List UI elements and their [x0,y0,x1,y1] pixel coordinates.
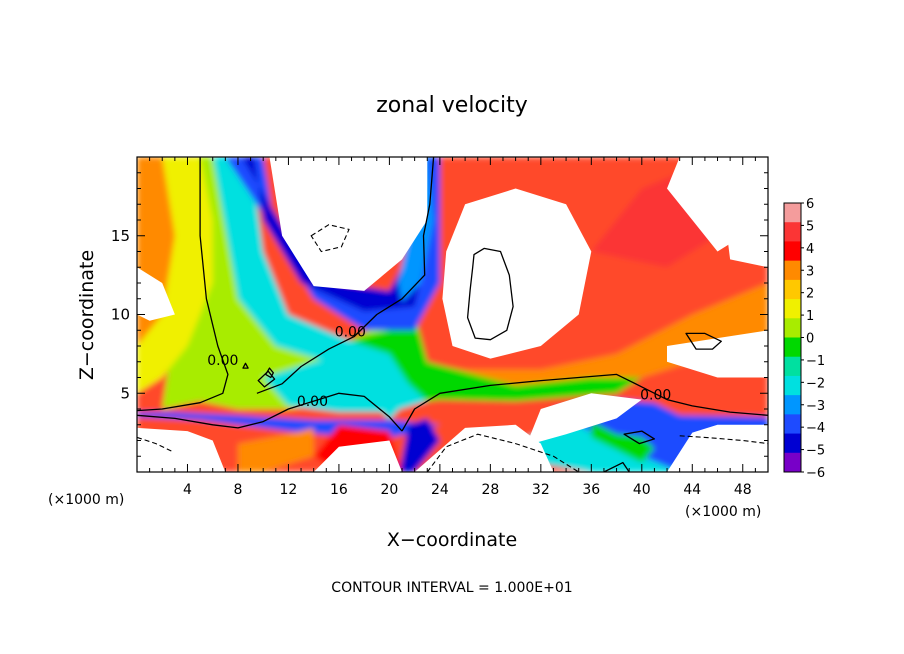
colorbar-swatch-5 [784,299,801,319]
contour-label-1: 0.00 [207,353,238,369]
x-tick-label-6: 28 [481,482,499,498]
colorbar-swatch-13 [784,452,801,473]
colorbar-label-12: −6 [806,466,825,481]
contour-line-12 [679,435,768,445]
out-of-range-region-6 [137,427,226,472]
chart-title: zonal velocity [376,93,528,118]
x-axis-ticks: 4 8 12 16 20 24 28 32 36 40 44 48 [149,157,756,498]
colorbar-swatch-2 [784,241,801,262]
colorbar-swatch-1 [784,222,801,242]
colorbar-label-6: 0 [806,332,814,347]
colorbar-label-1: 5 [806,219,814,234]
contour-line-3 [401,373,768,432]
y-tick-label-2: 15 [111,227,130,245]
out-of-range-region-1 [442,188,592,359]
contour-line-10 [310,224,350,253]
x-tick-label-11: 48 [734,482,752,498]
field-region-7 [212,157,415,420]
x-axis-unit-label: (×1000 m) [48,492,124,508]
contour-line-11 [426,433,579,472]
x-tick-label-3: 16 [330,482,348,498]
field-region-16 [238,427,314,472]
colorbar-label-4: 2 [806,287,814,302]
contour-labels: 0.00 0.00 0.00 0.00 [207,325,671,410]
colorbar-swatch-11 [784,414,801,435]
contour-interval-note: CONTOUR INTERVAL = 1.000E+01 [331,580,572,596]
contour-line-13 [137,436,173,452]
contour-line-5 [685,332,722,350]
colorbar: 6 5 4 3 2 1 0 −1 −2 −3 −4 −5 −6 [783,197,825,481]
contour-line-4 [466,247,514,341]
x-tick-label-9: 40 [633,482,651,498]
x-tick-label-7: 32 [532,482,550,498]
x-axis-label: X−coordinate [387,529,517,551]
colorbar-swatch-7 [784,337,801,358]
out-of-range-region-3 [717,157,768,268]
heatmap-field [137,157,768,472]
y-axis-ticks: 5 10 15 [111,172,768,457]
contour-line-6 [257,370,276,388]
colorbar-label-0: 6 [806,197,814,212]
x-tick-label-10: 44 [683,482,701,498]
colorbar-label-5: 1 [806,309,814,324]
colorbar-label-8: −2 [806,376,825,391]
x-tick-label-8: 36 [582,482,600,498]
colorbar-label-7: −1 [806,354,825,369]
colorbar-swatch-3 [784,260,801,281]
contour-label-3: 0.00 [640,388,671,404]
contour-line-2 [137,392,403,432]
y-tick-label-1: 10 [111,306,130,324]
contour-label-0: 0.00 [335,325,366,341]
out-of-range-region-0 [269,157,428,291]
out-of-range-region-4 [137,267,175,321]
colorbar-swatch-0 [784,203,801,223]
x-tick-label-5: 24 [431,482,449,498]
contour-line-8 [242,362,249,369]
contour-line-14 [603,461,630,472]
contour-label-2: 0.00 [297,394,328,410]
colorbar-swatch-12 [784,433,801,454]
out-of-range-region-7 [238,440,402,472]
contour-line-9 [623,430,656,445]
colorbar-swatch-6 [784,318,801,338]
colorbar-swatch-10 [784,395,801,415]
x-axis-unit-label-right: (×1000 m) [685,504,761,520]
contour-line-1 [256,157,435,394]
colorbar-swatch-8 [784,356,801,377]
x-tick-label-2: 12 [280,482,298,498]
colorbar-label-11: −5 [806,444,825,459]
field-region-17 [399,418,440,472]
colorbar-swatch-4 [784,279,801,300]
out-of-range-region-9 [465,393,642,472]
x-tick-label-0: 4 [183,482,192,498]
field-region-14 [591,421,655,463]
colorbar-label-3: 3 [806,264,814,279]
x-tick-label-1: 8 [233,482,242,498]
colorbar-swatch-9 [784,375,801,396]
contour-line-7 [265,367,274,379]
y-axis-label: Z−coordinate [76,250,98,380]
x-tick-label-4: 20 [380,482,398,498]
colorbar-label-9: −3 [806,399,825,414]
colorbar-label-10: −4 [806,421,825,436]
colorbar-label-2: 4 [806,242,814,257]
y-tick-label-0: 5 [120,384,130,402]
contour-line-0 [137,157,229,412]
contour-lines [137,157,768,472]
